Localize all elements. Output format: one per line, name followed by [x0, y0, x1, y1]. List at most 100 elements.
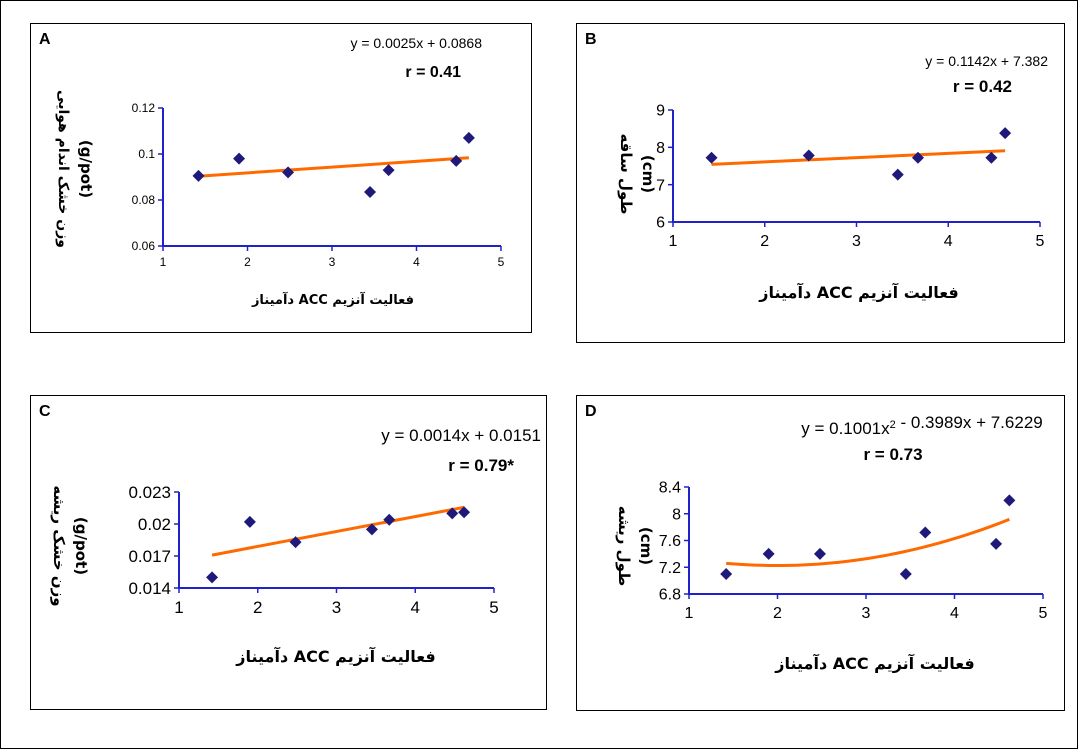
- y-tick-label: 0.023: [128, 483, 171, 502]
- x-tick-label: 2: [760, 233, 769, 250]
- y-tick-label: 8: [672, 506, 681, 523]
- x-tick-label: 5: [1039, 605, 1048, 622]
- data-point: [462, 131, 475, 144]
- data-point: [720, 567, 733, 580]
- y-tick-label: 0.1: [138, 147, 155, 161]
- data-point: [243, 515, 256, 528]
- r-value: r = 0.42: [953, 77, 1012, 96]
- data-point: [382, 164, 395, 177]
- x-axis-label: فعالیت آنزیم ACC دآمیناز: [774, 653, 974, 673]
- trendline: [711, 149, 1006, 166]
- x-tick-label: 1: [685, 605, 694, 622]
- x-axis-label: فعالیت آنزیم ACC دآمیناز: [758, 282, 958, 302]
- y-axis-label: (g/pot): [72, 517, 90, 575]
- data-point: [1003, 494, 1016, 507]
- panel-letter: B: [585, 31, 597, 48]
- y-tick-label: 9: [656, 103, 665, 120]
- data-point: [985, 151, 998, 164]
- data-point: [365, 523, 378, 536]
- y-tick-label: 0.02: [138, 515, 171, 534]
- trendline: [198, 156, 470, 178]
- y-axis-label: وزن خشک ریشه: [50, 485, 68, 606]
- data-point: [458, 506, 471, 519]
- x-tick-label: 5: [498, 255, 505, 269]
- data-point: [446, 507, 459, 520]
- chart-svg: By = 0.1142x + 7.382 r = 0.42 6 7 8 9 1 2 3 4 5 فعا…: [585, 31, 1048, 302]
- x-tick-label: 4: [411, 598, 420, 617]
- trend-equation: y = 0.1001x2 - 0.3989x + 7.6229: [801, 413, 1042, 438]
- y-axis-label: طول ریشه: [615, 506, 633, 586]
- r-value: r = 0.79*: [448, 456, 514, 475]
- data-point: [206, 571, 219, 584]
- x-tick-label: 3: [862, 605, 871, 622]
- x-axis-label: فعالیت آنزیم ACC دآمیناز: [251, 291, 414, 308]
- x-tick-label: 2: [253, 598, 262, 617]
- y-tick-label: 0.12: [132, 101, 156, 115]
- trend-equation: y = 0.1142x + 7.382: [925, 53, 1048, 69]
- data-point: [990, 537, 1003, 550]
- r-value: r = 0.41: [405, 64, 461, 81]
- panel-letter: C: [39, 403, 51, 420]
- y-tick-label: 7.2: [659, 560, 681, 577]
- y-tick-label: 0.06: [132, 239, 156, 253]
- data-point: [364, 185, 377, 198]
- y-tick-label: 0.08: [132, 193, 156, 207]
- y-axis-label: (cm): [639, 155, 657, 193]
- y-axis-label: طول ساقه: [617, 133, 635, 214]
- x-tick-label: 3: [852, 233, 861, 250]
- y-tick-label: 0.014: [128, 579, 171, 598]
- y-tick-label: 8: [656, 140, 665, 157]
- y-axis-label: (g/pot): [77, 140, 95, 198]
- y-tick-label: 6: [656, 215, 665, 232]
- trend-equation: y = 0.0025x + 0.0868: [350, 35, 482, 51]
- y-axis-label: وزن خشک اندام هوایی: [55, 90, 71, 248]
- x-tick-label: 5: [1036, 233, 1045, 250]
- data-point: [999, 127, 1012, 140]
- data-point: [192, 169, 205, 182]
- data-point: [289, 536, 302, 549]
- x-axis-label: فعالیت آنزیم ACC دآمیناز: [235, 646, 435, 666]
- data-point: [762, 547, 775, 560]
- r-value: r = 0.73: [863, 445, 922, 464]
- data-point: [802, 149, 815, 162]
- trendline: [726, 517, 1010, 567]
- data-point: [919, 526, 932, 539]
- x-tick-label: 3: [332, 598, 341, 617]
- data-point: [899, 567, 912, 580]
- data-point: [705, 151, 718, 164]
- data-point: [450, 154, 463, 167]
- data-point: [282, 166, 295, 179]
- x-tick-label: 1: [669, 233, 678, 250]
- x-tick-label: 4: [950, 605, 959, 622]
- data-point: [383, 513, 396, 526]
- chart-svg: Dy = 0.1001x2 - 0.3989x + 7.6229 r = 0.73…: [585, 403, 1048, 673]
- trend-equation: y = 0.0014x + 0.0151: [381, 426, 541, 445]
- x-tick-label: 4: [944, 233, 953, 250]
- data-point: [891, 168, 904, 181]
- x-tick-label: 3: [329, 255, 336, 269]
- x-tick-label: 2: [244, 255, 251, 269]
- y-tick-label: 6.8: [659, 587, 681, 604]
- panel-letter: D: [585, 403, 597, 420]
- x-tick-label: 2: [773, 605, 782, 622]
- data-point: [911, 151, 924, 164]
- x-tick-label: 1: [160, 255, 167, 269]
- x-tick-label: 1: [174, 598, 183, 617]
- data-point: [233, 152, 246, 165]
- y-tick-label: 8.4: [659, 480, 681, 497]
- data-point: [813, 547, 826, 560]
- x-tick-label: 5: [489, 598, 498, 617]
- y-axis-label: (cm): [637, 527, 655, 565]
- chart-svg: Cy = 0.0014x + 0.0151 r = 0.79* 0.014 0.017…: [39, 403, 541, 666]
- y-tick-label: 7.6: [659, 533, 681, 550]
- x-tick-label: 4: [413, 255, 420, 269]
- y-tick-label: 7: [656, 177, 665, 194]
- trendline: [211, 505, 465, 557]
- y-tick-label: 0.017: [128, 547, 171, 566]
